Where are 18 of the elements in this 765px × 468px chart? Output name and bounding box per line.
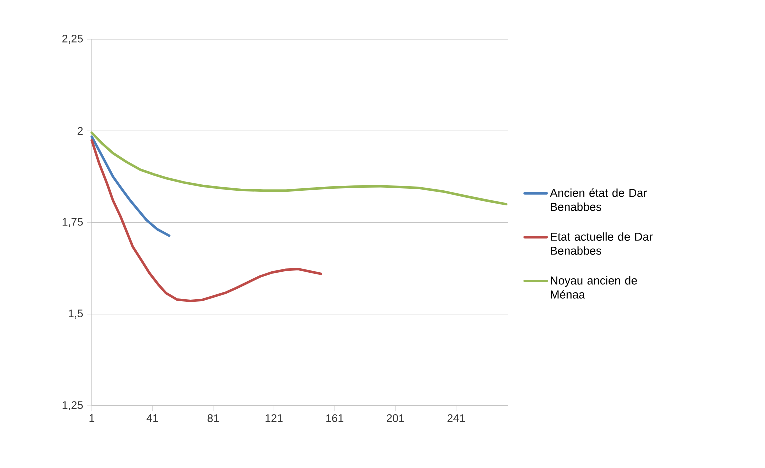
x-tick-label: 161 bbox=[326, 414, 344, 422]
x-tick-label: 201 bbox=[387, 414, 404, 422]
x-tick-label: 81 bbox=[208, 414, 220, 422]
y-tick-label: 2 bbox=[78, 127, 83, 135]
x-tick-label: 241 bbox=[448, 414, 466, 422]
x-tick-label: 41 bbox=[146, 414, 158, 422]
legend-label: Ancien état de Dar Benabbes bbox=[550, 188, 648, 212]
line-series bbox=[90, 139, 323, 302]
line-series bbox=[90, 132, 508, 206]
legend-label: Noyau ancien de Ménaa bbox=[551, 276, 638, 299]
y-tick-label: 2,25 bbox=[62, 34, 84, 44]
y-tick-label: 1,5 bbox=[69, 310, 84, 319]
y-tick-label: 1,75 bbox=[62, 218, 84, 228]
line-series bbox=[90, 136, 171, 238]
x-tick-label: 121 bbox=[266, 414, 283, 422]
legend-label: Etat actuelle de Dar Benabbes bbox=[551, 232, 653, 255]
x-tick-label: 1 bbox=[90, 414, 95, 422]
y-tick-label: 1,25 bbox=[62, 401, 84, 411]
